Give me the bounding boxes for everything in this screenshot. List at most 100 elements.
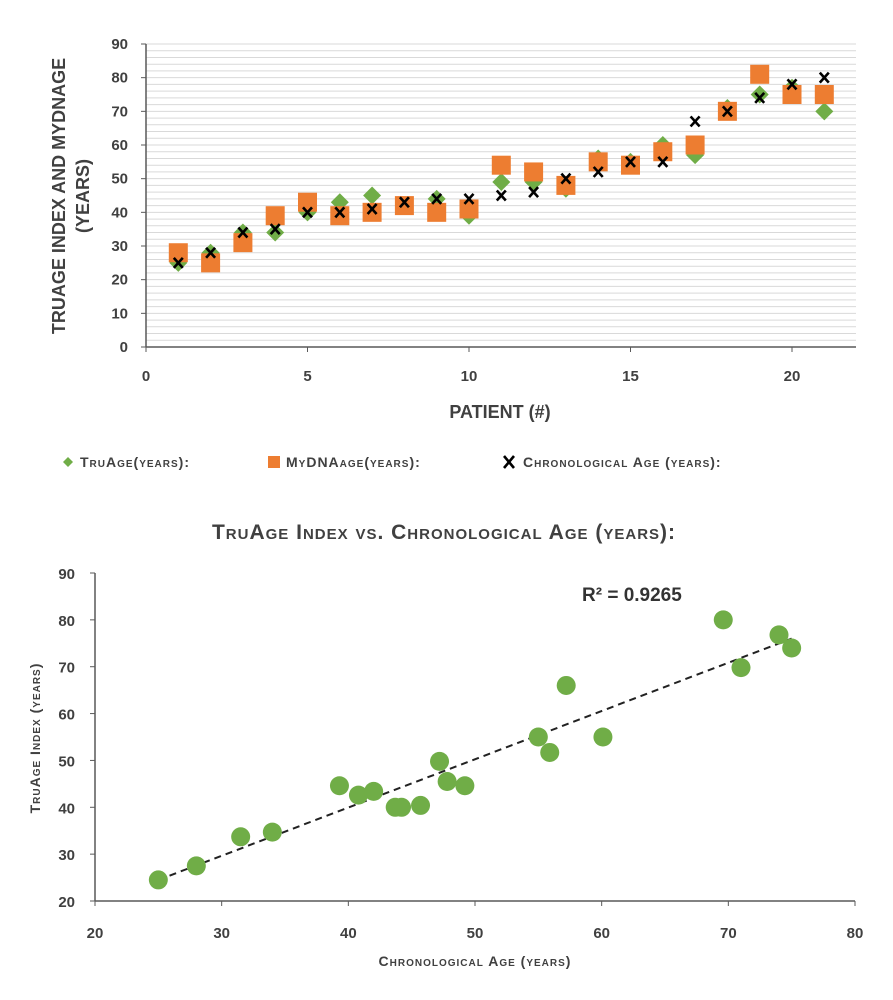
truage-vs-chronological-point xyxy=(262,822,282,842)
mydnaage-point xyxy=(394,196,414,216)
top-chart-legend: TruAge(years): MyDNAage(years): Chronologi… xyxy=(63,454,722,470)
truage-point xyxy=(815,102,834,121)
mydnaage-point xyxy=(330,206,350,226)
mydnaage-point xyxy=(685,135,705,155)
chronological-age-point xyxy=(495,189,507,202)
top-scatter-chart: 0 10 20 30 40 50 60 70 80 90 0 5 10 15 20 PATIENT (#) TR… xyxy=(49,36,856,422)
y-tick-label: 50 xyxy=(111,171,128,188)
x-marker-stroke xyxy=(237,226,249,239)
chronological-age-point xyxy=(398,196,410,209)
truage-vs-chronological-point xyxy=(782,638,802,658)
x-marker-stroke xyxy=(431,192,443,205)
mydnaage-point xyxy=(201,253,221,273)
chronological-age-point xyxy=(366,203,378,215)
chronological-age-point xyxy=(237,226,249,239)
x-marker-stroke xyxy=(657,155,669,168)
truage-vs-chronological-point xyxy=(364,781,384,801)
truage-vs-chronological-point xyxy=(528,727,548,747)
x-marker-stroke xyxy=(560,172,572,185)
chronological-age-point xyxy=(431,192,443,205)
y-tick-label: 50 xyxy=(58,753,75,770)
truage-vs-chronological-point xyxy=(437,772,457,792)
y-tick-label: 70 xyxy=(111,103,128,120)
chronological-age-point xyxy=(818,71,830,84)
truage-vs-chronological-point xyxy=(430,751,450,771)
truage-point xyxy=(492,173,511,192)
x-marker-stroke xyxy=(528,186,540,199)
r-squared-label: R² = 0.9265 xyxy=(582,585,682,606)
mydnaage-point xyxy=(265,206,285,226)
y-tick-label: 80 xyxy=(111,70,128,87)
y-axis-title: TruAge Index (years) xyxy=(27,663,43,814)
y-tick-label: 80 xyxy=(58,613,75,630)
chart-title: TruAge Index vs. Chronological Age (year… xyxy=(212,521,676,544)
mydnaage-point xyxy=(750,64,770,84)
x-marker-stroke xyxy=(172,256,184,269)
y-tick-label: 70 xyxy=(58,660,75,677)
chronological-age-point xyxy=(334,206,346,219)
x-axis-title: Chronological Age (years) xyxy=(379,953,572,969)
mydnaage-point xyxy=(524,162,544,182)
x-tick-label: 10 xyxy=(461,368,478,385)
x-tick-label: 70 xyxy=(720,925,737,942)
chronological-age-point xyxy=(721,105,733,118)
x-marker-stroke xyxy=(625,155,636,168)
x-tick-label: 20 xyxy=(784,368,801,385)
mydnaage-point xyxy=(621,155,640,175)
x-marker-stroke xyxy=(463,192,475,205)
truage-point xyxy=(750,85,769,104)
y-tick-label: 30 xyxy=(111,238,128,255)
legend-square-icon xyxy=(268,456,280,468)
mydnaage-point xyxy=(653,142,673,162)
chronological-age-point xyxy=(786,78,798,91)
mydnaage-point xyxy=(588,152,608,172)
x-tick-label: 5 xyxy=(303,368,311,385)
x-marker-stroke xyxy=(205,246,217,259)
mydnaage-point xyxy=(427,202,447,222)
mydnaage-point xyxy=(168,243,188,263)
trendline xyxy=(157,637,793,881)
mydnaage-point xyxy=(782,85,802,104)
truage-vs-chronological-point xyxy=(540,742,560,762)
x-marker-stroke xyxy=(754,91,766,104)
y-tick-label: 40 xyxy=(58,800,75,817)
x-tick-label: 15 xyxy=(622,368,639,385)
chronological-age-point xyxy=(172,256,184,269)
truage-vs-chronological-point xyxy=(556,675,576,695)
x-tick-label: 60 xyxy=(593,925,610,942)
mydnaage-point xyxy=(556,175,576,195)
truage-vs-chronological-point xyxy=(731,658,751,678)
x-tick-label: 40 xyxy=(340,925,357,942)
legend-x-icon xyxy=(503,455,515,469)
y-tick-label: 60 xyxy=(58,707,75,724)
chronological-age-point xyxy=(625,155,636,168)
y-tick-label: 20 xyxy=(58,894,75,911)
truage-vs-chronological-point xyxy=(411,795,431,815)
mydnaage-point xyxy=(459,199,479,219)
y-tick-label: 20 xyxy=(111,272,128,289)
mydnaage-point xyxy=(814,85,834,104)
x-marker-stroke xyxy=(721,105,733,118)
legend-chronological-age-label: Chronological Age (years): xyxy=(523,454,722,470)
x-marker-stroke xyxy=(302,206,313,219)
mydnaage-point xyxy=(491,155,511,175)
legend-truage-label: TruAge(years): xyxy=(80,454,190,470)
x-tick-label: 80 xyxy=(847,925,864,942)
y-tick-label: 90 xyxy=(111,36,128,53)
y-tick-label: 60 xyxy=(111,137,128,154)
y-axis-title-line: (YEARS) xyxy=(73,159,93,233)
truage-vs-chronological-point xyxy=(392,797,412,817)
bottom-scatter-chart: TruAge Index vs. Chronological Age (year… xyxy=(27,521,863,969)
mydnaage-point xyxy=(233,233,253,253)
chronological-age-point xyxy=(269,223,281,236)
mydnaage-point xyxy=(298,192,317,212)
x-tick-label: 20 xyxy=(87,925,104,942)
chronological-age-point xyxy=(205,246,217,259)
chronological-age-point xyxy=(592,166,604,178)
legend-diamond-icon xyxy=(63,457,73,467)
truage-vs-chronological-point xyxy=(713,610,733,630)
chronological-age-point xyxy=(302,206,313,219)
x-tick-label: 50 xyxy=(467,925,484,942)
truage-vs-chronological-point xyxy=(231,827,251,847)
